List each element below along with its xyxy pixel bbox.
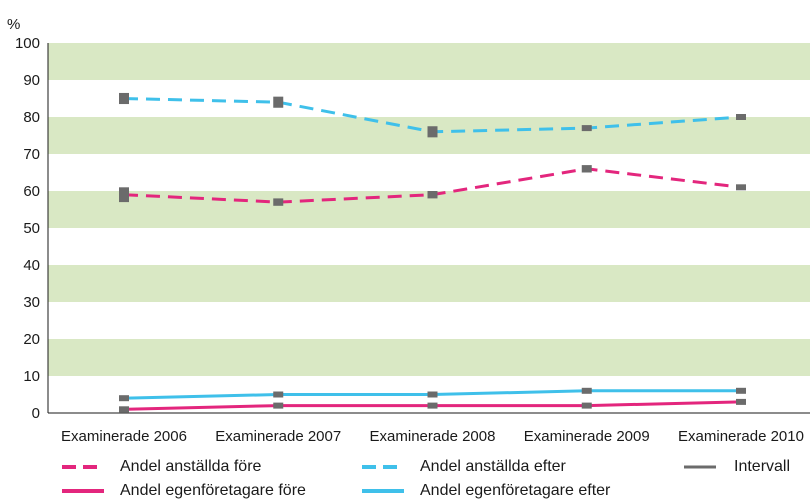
interval-marker [273, 198, 284, 206]
interval-marker [119, 187, 129, 203]
y-tick-label: 70 [23, 146, 40, 163]
interval-marker [581, 387, 592, 394]
y-tick-label: 90 [23, 72, 40, 89]
x-tick-label: Examinerade 2007 [215, 428, 341, 445]
y-tick-label: 100 [15, 35, 40, 52]
x-tick-labels: Examinerade 2006 Examinerade 2007 Examiner… [61, 428, 804, 445]
x-tick-label: Examinerade 2010 [678, 428, 804, 445]
grid-bands [48, 43, 810, 376]
interval-marker [581, 402, 592, 409]
interval-marker [581, 125, 592, 132]
interval-marker [273, 391, 284, 398]
y-tick-labels: 0 10 20 30 40 50 60 70 80 90 100 [15, 35, 40, 422]
interval-marker [427, 402, 438, 409]
interval-markers [119, 92, 746, 413]
interval-marker [119, 395, 129, 402]
axes [47, 43, 810, 414]
y-tick-label: 0 [32, 405, 40, 422]
interval-marker [427, 126, 438, 138]
y-tick-label: 50 [23, 220, 40, 237]
grid-band [48, 339, 810, 376]
interval-marker [736, 398, 746, 405]
interval-marker [119, 406, 129, 413]
interval-marker [273, 402, 284, 409]
grid-band [48, 43, 810, 80]
y-tick-label: 20 [23, 331, 40, 348]
y-tick-label: 10 [23, 368, 40, 385]
interval-marker [736, 387, 746, 394]
interval-marker [427, 391, 438, 398]
interval-marker [736, 184, 746, 191]
y-axis-label: % [7, 16, 20, 33]
x-tick-label: Examinerade 2006 [61, 428, 187, 445]
grid-band [48, 265, 810, 302]
x-tick-label: Examinerade 2009 [524, 428, 650, 445]
interval-marker [581, 165, 592, 173]
y-tick-label: 40 [23, 257, 40, 274]
interval-marker [119, 92, 129, 105]
y-tick-label: 80 [23, 109, 40, 126]
interval-marker [427, 191, 438, 199]
x-tick-label: Examinerade 2008 [370, 428, 496, 445]
interval-marker [736, 114, 746, 120]
y-tick-label: 30 [23, 294, 40, 311]
y-tick-label: 60 [23, 183, 40, 200]
interval-marker [273, 96, 284, 108]
